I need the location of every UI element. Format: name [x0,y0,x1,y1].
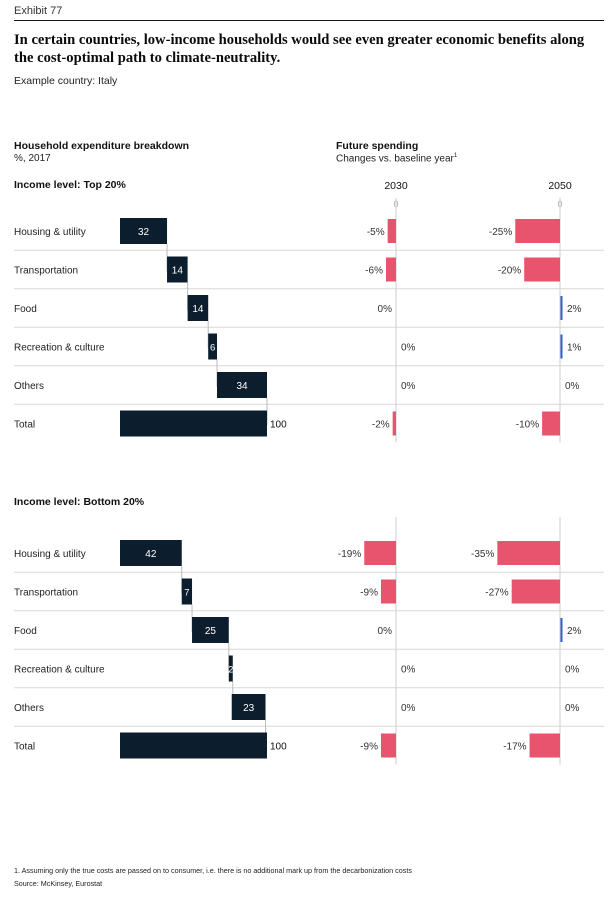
breakdown-bar [120,732,267,759]
breakdown-bar [231,694,266,720]
change-label-2030: -6% [365,266,383,277]
change-label-2050: 0% [565,381,580,392]
breakdown-bar [187,295,209,321]
change-label-2030: 0% [401,381,416,392]
breakdown-value-label: 34 [236,381,248,392]
change-bar-2030 [380,733,396,758]
category-label: Food [14,304,37,315]
change-bar-2050 [511,579,560,604]
change-label-2050: 0% [565,703,580,714]
breakdown-value-label: 14 [192,304,204,315]
change-bar-2050 [560,618,563,642]
change-label-2030: 0% [401,343,416,354]
change-bar-2030 [385,257,396,282]
change-bar-2050 [542,411,560,436]
chart-subtitle: Example country: Italy [14,75,118,87]
breakdown-bar [120,218,168,244]
category-label: Food [14,626,37,637]
breakdown-value-label: 32 [138,227,150,238]
category-label: Housing & utility [14,227,86,238]
breakdown-bar [217,372,267,398]
breakdown-value-label: 25 [205,626,217,637]
change-label-2050: -17% [503,742,526,753]
breakdown-bar [120,540,182,566]
source-note: Source: McKinsey, Eurostat [14,879,103,888]
year-label-2030: 2030 [384,180,408,192]
change-label-2030: -19% [338,549,361,560]
breakdown-bar [167,256,188,283]
change-label-2030: 0% [378,626,393,637]
change-label-2030: -5% [367,227,385,238]
footnote: 1. Assuming only the true costs are pass… [14,866,412,875]
change-label-2030: -9% [360,588,378,599]
change-bar-2030 [364,541,396,565]
change-label-2030: 0% [378,304,393,315]
change-label-2050: 2% [567,304,582,315]
category-label: Total [14,420,35,431]
right-column-subtitle: Changes vs. baseline year1 [336,153,458,165]
change-bar-2050 [560,296,563,320]
top-rule [14,20,604,21]
chart-title: In certain countries, low-income househo… [14,32,585,66]
category-label: Others [14,703,44,714]
breakdown-value-label: 42 [145,549,157,560]
breakdown-bar [120,410,267,437]
change-label-2030: 0% [401,703,416,714]
breakdown-value-label: 100 [270,420,287,431]
category-label: Transportation [14,588,78,599]
change-label-2050: -25% [489,227,512,238]
breakdown-bar [192,617,229,643]
breakdown-value-label: 14 [172,266,184,277]
panel-title: Income level: Top 20% [14,179,127,191]
category-label: Transportation [14,266,78,277]
breakdown-value-label: 7 [184,588,189,599]
change-bar-2050 [524,257,560,282]
change-label-2050: -20% [498,266,521,277]
change-bar-2030 [380,579,396,604]
panel-title: Income level: Bottom 20% [14,496,145,508]
category-label: Recreation & culture [14,343,105,354]
left-column-title: Household expenditure breakdown [14,140,190,152]
category-label: Housing & utility [14,549,86,560]
change-bar-2050 [529,733,560,758]
category-label: Recreation & culture [14,665,105,676]
breakdown-bar [228,655,233,682]
category-label: Total [14,742,35,753]
year-label-2050: 2050 [548,180,572,192]
breakdown-bar [181,578,193,605]
breakdown-value-label: 100 [270,742,287,753]
breakdown-value-label: 2 [228,665,233,676]
left-column-subtitle: %, 2017 [14,153,51,164]
change-bar-2050 [515,219,560,243]
breakdown-bar [208,333,218,360]
exhibit-label: Exhibit 77 [14,5,63,17]
change-label-2050: 1% [567,343,582,354]
change-bar-2050 [560,334,563,359]
category-label: Others [14,381,44,392]
breakdown-value-label: 23 [243,703,255,714]
change-label-2030: -2% [372,420,390,431]
change-bar-2030 [392,411,396,436]
change-label-2050: -27% [485,588,508,599]
right-column-title: Future spending [336,140,419,152]
change-label-2050: -10% [516,420,539,431]
change-label-2050: -35% [471,549,494,560]
change-bar-2050 [497,541,560,565]
breakdown-value-label: 6 [210,343,215,354]
change-label-2030: -9% [360,742,378,753]
change-label-2050: 2% [567,626,582,637]
change-label-2050: 0% [565,665,580,676]
change-label-2030: 0% [401,665,416,676]
change-bar-2030 [387,219,396,243]
